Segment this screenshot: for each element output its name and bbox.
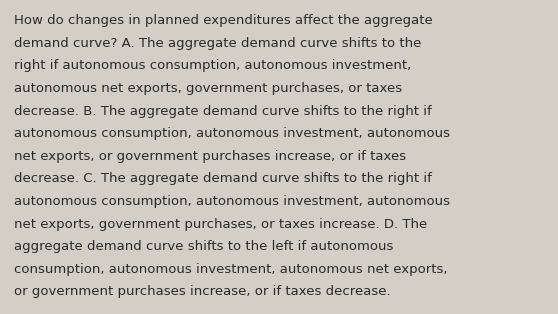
Text: consumption, autonomous investment, autonomous net exports,: consumption, autonomous investment, auto…: [14, 263, 448, 276]
Text: How do changes in planned expenditures affect the aggregate: How do changes in planned expenditures a…: [14, 14, 432, 27]
Text: autonomous net exports, government purchases, or taxes: autonomous net exports, government purch…: [14, 82, 402, 95]
Text: demand curve? A. The aggregate demand curve shifts to the: demand curve? A. The aggregate demand cu…: [14, 37, 421, 50]
Text: net exports, or government purchases increase, or if taxes: net exports, or government purchases inc…: [14, 150, 406, 163]
Text: decrease. C. The aggregate demand curve shifts to the right if: decrease. C. The aggregate demand curve …: [14, 172, 432, 185]
Text: autonomous consumption, autonomous investment, autonomous: autonomous consumption, autonomous inves…: [14, 195, 450, 208]
Text: or government purchases increase, or if taxes decrease.: or government purchases increase, or if …: [14, 285, 391, 298]
Text: decrease. B. The aggregate demand curve shifts to the right if: decrease. B. The aggregate demand curve …: [14, 105, 432, 117]
Text: right if autonomous consumption, autonomous investment,: right if autonomous consumption, autonom…: [14, 59, 411, 72]
Text: autonomous consumption, autonomous investment, autonomous: autonomous consumption, autonomous inves…: [14, 127, 450, 140]
Text: aggregate demand curve shifts to the left if autonomous: aggregate demand curve shifts to the lef…: [14, 240, 393, 253]
Text: net exports, government purchases, or taxes increase. D. The: net exports, government purchases, or ta…: [14, 218, 427, 230]
